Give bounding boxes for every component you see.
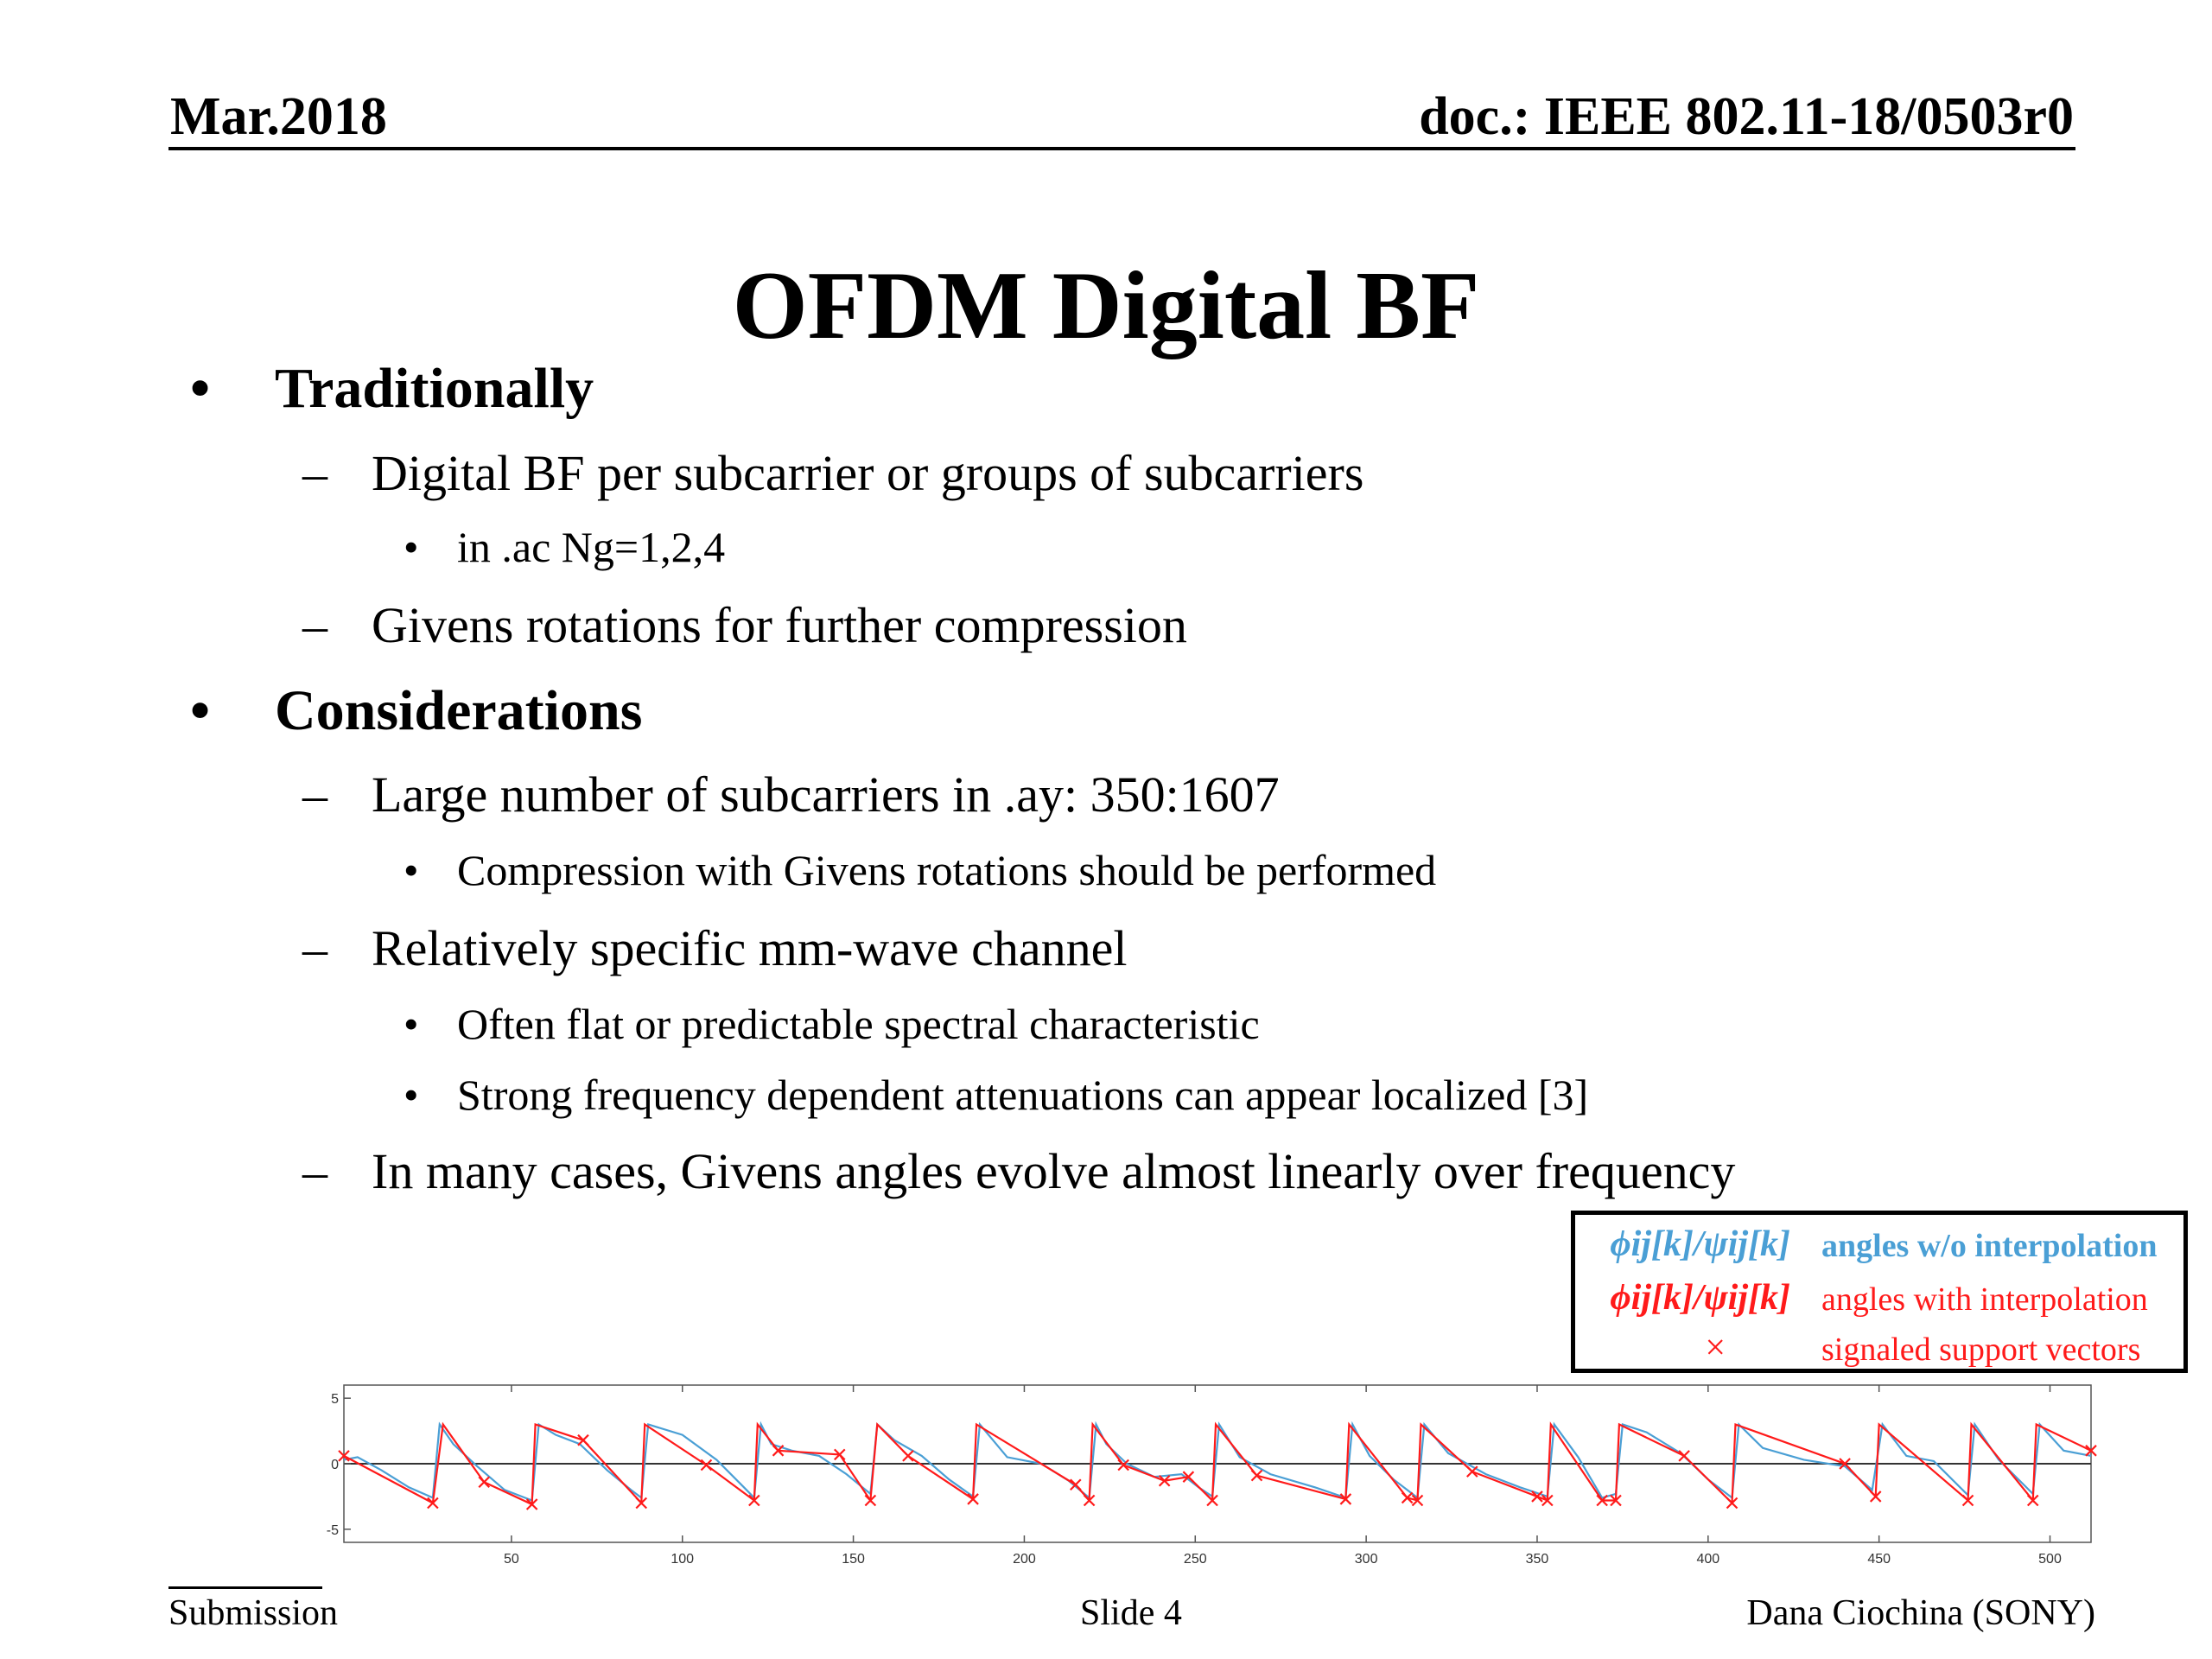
support-vector-marker (1726, 1497, 1738, 1510)
support-vector-marker (1401, 1491, 1414, 1504)
support-vector-marker (1596, 1494, 1608, 1507)
bullet-item: • in .ac Ng=1,2,4 (404, 523, 726, 571)
bullet-item: – Large number of subcarriers in .ay: 350… (302, 766, 1280, 823)
bullet-item: – In many cases, Givens angles evolve alm… (302, 1143, 1736, 1199)
legend-row-blue: ϕij[k]/ψij[k] angles w/o interpolation (1575, 1220, 2183, 1272)
support-vector-marker (1182, 1471, 1195, 1483)
support-vector-marker (1610, 1494, 1622, 1507)
x-tick-label: 150 (842, 1552, 865, 1567)
support-vector-marker (1531, 1491, 1543, 1503)
header-date: Mar.2018 (170, 87, 387, 146)
support-vector-marker (2026, 1494, 2039, 1507)
support-vector-marker (1869, 1491, 1882, 1503)
header-rule (168, 147, 2075, 150)
support-vector-marker (967, 1493, 979, 1505)
footer-author: Dana Ciochina (SONY) (1746, 1593, 2095, 1633)
support-vector-marker (1678, 1450, 1690, 1462)
support-vector-marker (478, 1476, 491, 1489)
angles-chart: 50-550 100 150 200 250 300 350 400 450 500 (327, 1384, 2097, 1567)
x-tick-label: 250 (1184, 1552, 1207, 1567)
bullet-item: • Traditionally (190, 357, 594, 420)
support-vector-marker (427, 1497, 439, 1510)
support-vector-marker (1250, 1469, 1263, 1482)
bullet-item: • Strong frequency dependent attenuations… (404, 1071, 1589, 1119)
x-tick-label: 300 (1355, 1552, 1378, 1567)
support-vector-marker (700, 1459, 713, 1471)
bullet-item: • Compression with Givens rotations shoul… (404, 846, 1437, 894)
bullet-item: • Often flat or predictable spectral char… (404, 1000, 1260, 1048)
bullet-item: – Givens rotations for further compressio… (302, 597, 1187, 653)
support-vector-marker (525, 1498, 538, 1510)
legend-symbol: ϕij[k]/ψij[k] (1610, 1224, 1790, 1264)
support-vector-marker (772, 1445, 785, 1457)
support-vector-marker (1466, 1465, 1478, 1478)
x-tick-label: 400 (1696, 1552, 1719, 1567)
legend-label: angles with interpolation (1821, 1281, 2148, 1318)
support-vector-marker (1541, 1494, 1554, 1507)
x-tick-label: 50 (504, 1552, 519, 1567)
support-vector-marker (635, 1497, 648, 1510)
support-vector-marker (577, 1433, 589, 1446)
support-vector-marker (1158, 1474, 1171, 1487)
y-tick-label: 5 (331, 1392, 339, 1407)
support-vector-marker (748, 1494, 760, 1507)
x-tick-label: 100 (671, 1552, 694, 1567)
support-vector-marker (2085, 1445, 2097, 1457)
legend-label: signaled support vectors (1821, 1332, 2141, 1368)
support-vector-marker (1339, 1493, 1352, 1505)
footer-slide-number: Slide 4 (1080, 1593, 1182, 1633)
legend-symbol: ϕij[k]/ψij[k] (1610, 1278, 1790, 1318)
support-vector-marker (1070, 1478, 1082, 1491)
x-tick-label: 200 (1013, 1552, 1036, 1567)
x-tick-label: 350 (1526, 1552, 1549, 1567)
x-tick-label: 500 (2038, 1552, 2062, 1567)
legend-marker-x: × (1705, 1328, 1726, 1368)
support-vector-marker (338, 1450, 350, 1462)
header-doc-id: doc.: IEEE 802.11-18/0503r0 (1419, 87, 2074, 146)
support-vector-marker (1411, 1494, 1424, 1507)
series-line-blue (343, 1421, 2092, 1503)
footer-rule (168, 1586, 322, 1589)
legend-row-marker: × signaled support vectors (1575, 1324, 2183, 1376)
support-vector-marker (902, 1450, 914, 1462)
support-vector-marker (864, 1494, 877, 1507)
support-vector-marker (1206, 1494, 1218, 1507)
chart-legend: ϕij[k]/ψij[k] angles w/o interpolation ϕ… (1571, 1211, 2188, 1373)
legend-label: angles w/o interpolation (1821, 1228, 2158, 1264)
footer-submission: Submission (168, 1593, 339, 1633)
support-vector-marker (1117, 1459, 1129, 1471)
y-tick-label: -5 (327, 1523, 339, 1538)
support-vector-marker (1083, 1494, 1096, 1507)
bullet-item: • Considerations (190, 679, 643, 742)
slide-title: OFDM Digital BF (732, 252, 1480, 359)
x-tick-label: 450 (1867, 1552, 1891, 1567)
support-vector-marker (1839, 1458, 1851, 1470)
bullet-item: – Digital BF per subcarrier or groups of … (302, 445, 1364, 501)
y-tick-label: 0 (331, 1458, 339, 1472)
legend-row-red: ϕij[k]/ψij[k] angles with interpolation (1575, 1274, 2183, 1325)
bullet-item: – Relatively specific mm-wave channel (302, 920, 1128, 976)
support-vector-marker (1961, 1494, 1974, 1507)
support-vector-marker (833, 1448, 846, 1461)
